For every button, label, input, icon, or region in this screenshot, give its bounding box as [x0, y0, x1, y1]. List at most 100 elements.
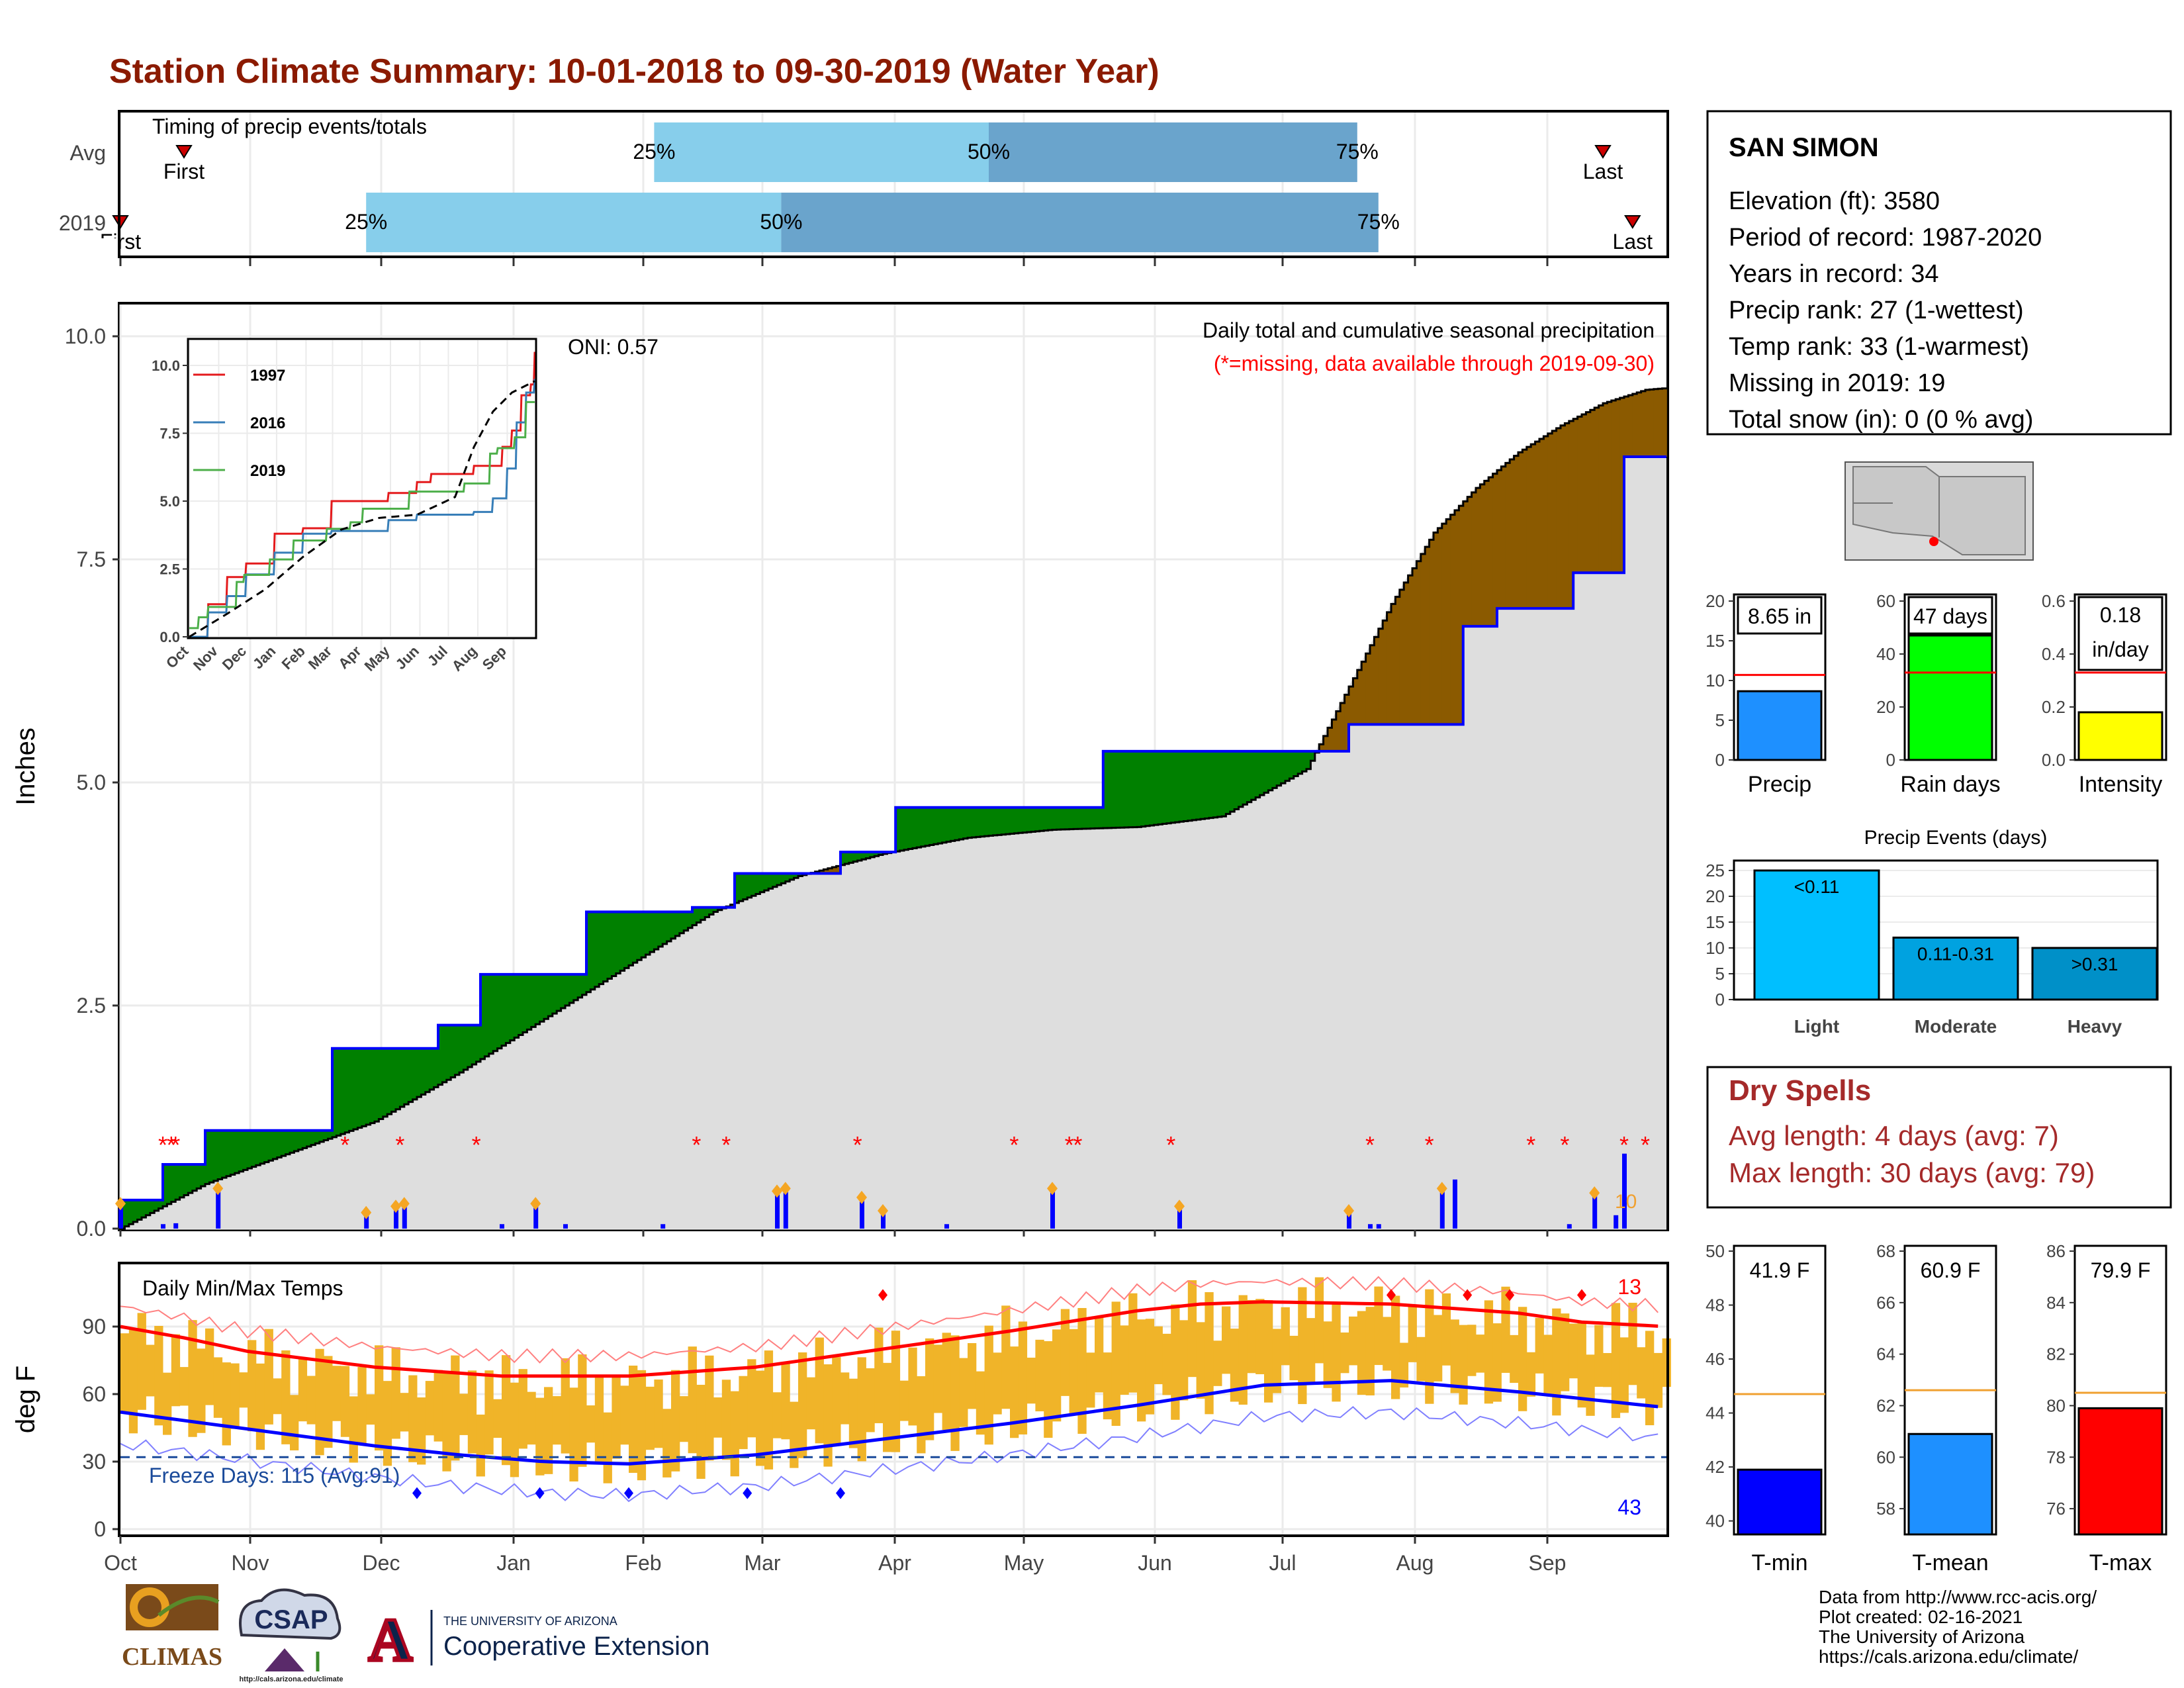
- daily-temp-bar: [747, 1359, 756, 1438]
- freeze-days: Freeze Days: 115 (Avg:91): [149, 1464, 400, 1487]
- daily-temp-bar: [527, 1391, 536, 1445]
- daily-precip-bar: [500, 1224, 504, 1229]
- deficit-area: [1531, 444, 1536, 609]
- surplus-area: [1031, 807, 1036, 832]
- daily-precip-bar: [1177, 1206, 1182, 1229]
- daily-temp-bar: [1543, 1335, 1553, 1395]
- daily-temp-bar: [1213, 1340, 1222, 1386]
- station-line-2: Years in record: 34: [1729, 260, 1939, 288]
- surplus-area: [311, 1130, 316, 1145]
- main-ytick-label: 0.0: [77, 1217, 106, 1241]
- surplus-area: [1217, 751, 1222, 818]
- surplus-area: [357, 1048, 363, 1128]
- surplus-area: [493, 974, 498, 1051]
- daily-precip-bar: [1376, 1224, 1381, 1229]
- daily-temp-bar: [578, 1354, 587, 1467]
- surplus-area: [921, 807, 926, 847]
- daily-temp-bar: [1179, 1320, 1189, 1401]
- surplus-area: [1247, 751, 1252, 802]
- deficit-area: [1323, 735, 1328, 751]
- deficit-area: [1518, 452, 1524, 609]
- deficit-area: [1510, 459, 1515, 609]
- record-min-marker: [836, 1487, 845, 1499]
- timing-clip-right: [1669, 238, 1702, 258]
- month-label-May: May: [1004, 1551, 1044, 1575]
- ua-a-icon: A: [369, 1606, 412, 1673]
- missing-asterisk: *: [1619, 1131, 1629, 1158]
- daily-temp-bar: [883, 1362, 892, 1452]
- surplus-area: [798, 873, 803, 876]
- daily-temp-bar: [899, 1380, 909, 1421]
- surplus-area: [658, 912, 663, 947]
- surplus-area: [874, 852, 880, 857]
- tmin-ytick-label: 42: [1706, 1457, 1725, 1477]
- surplus-area: [1222, 751, 1227, 817]
- daily-temp-bar: [273, 1378, 282, 1415]
- surplus-area: [764, 873, 769, 891]
- avg-daily-marker: [1436, 1182, 1447, 1196]
- surplus-area: [459, 1025, 465, 1073]
- surplus-area: [1120, 751, 1125, 828]
- daily-temp-bar: [1374, 1286, 1383, 1366]
- daily-precip-bar: [1567, 1224, 1572, 1229]
- surplus-area: [739, 873, 744, 902]
- surplus-area: [1005, 807, 1011, 835]
- surplus-area: [370, 1048, 375, 1123]
- deficit-area: [1552, 430, 1557, 609]
- timing-bar-25-50: [654, 122, 989, 182]
- surplus-area: [1001, 807, 1007, 835]
- daily-temp-bar: [1281, 1307, 1290, 1366]
- daily-temp-bar: [1408, 1304, 1417, 1362]
- surplus-area: [1259, 751, 1265, 796]
- footer-credits: Data from http://www.rcc-acis.org/ Plot …: [1819, 1587, 2097, 1667]
- footer-line-0: Data from http://www.rcc-acis.org/: [1819, 1587, 2097, 1607]
- surplus-area: [1035, 807, 1040, 831]
- timing-last-marker: [1624, 215, 1641, 229]
- precip-value-box: [1737, 596, 1823, 635]
- surplus-area: [302, 1130, 308, 1149]
- csap-logo[interactable]: CSAP http://cals.arizona.edu/climate: [239, 1588, 343, 1683]
- daily-temp-bar: [1018, 1321, 1028, 1434]
- daily-temp-bar: [298, 1358, 308, 1422]
- record-max-marker: [1577, 1289, 1586, 1301]
- ua-logo[interactable]: A THE UNIVERSITY OF ARIZONA Cooperative …: [363, 1605, 709, 1675]
- deficit-area: [1416, 561, 1422, 725]
- dry-spells-avg: Avg length: 4 days (avg: 7): [1729, 1120, 2059, 1151]
- daily-temp-bar: [1272, 1329, 1282, 1393]
- deficit-area: [1582, 414, 1587, 573]
- surplus-area: [557, 974, 562, 1011]
- record-max-marker: [1463, 1289, 1473, 1301]
- surplus-area: [1213, 751, 1218, 818]
- timing-last-marker: [1594, 145, 1612, 159]
- surplus-area: [1018, 807, 1023, 833]
- inset-ytick-label: 5.0: [159, 493, 180, 510]
- avg-daily-marker: [878, 1204, 888, 1218]
- footer-line-2: The University of Arizona: [1819, 1626, 2025, 1647]
- surplus-area: [400, 1048, 405, 1107]
- daily-temp-bar: [128, 1329, 138, 1434]
- surplus-area: [451, 1025, 456, 1078]
- timing-p50-label: 50%: [968, 140, 1010, 164]
- daily-temp-bar: [1611, 1303, 1621, 1419]
- surplus-area: [1281, 751, 1286, 784]
- surplus-area: [243, 1130, 248, 1170]
- daily-precip-bar: [533, 1203, 539, 1229]
- daily-temp-bar: [205, 1328, 214, 1405]
- surplus-area: [1095, 807, 1100, 829]
- daily-temp-bar: [255, 1363, 265, 1450]
- surplus-area: [942, 807, 947, 843]
- daily-temp-bar: [1416, 1336, 1426, 1382]
- climas-text: CLIMAS: [122, 1643, 222, 1671]
- deficit-area: [1615, 399, 1621, 573]
- daily-temp-bar: [959, 1358, 968, 1427]
- daily-temp-bar: [510, 1382, 520, 1477]
- climas-logo[interactable]: CLIMAS: [122, 1584, 222, 1671]
- daily-temp-bar: [1484, 1300, 1494, 1404]
- daily-temp-bar: [248, 1340, 257, 1432]
- daily-temp-bar: [1137, 1319, 1146, 1422]
- surplus-area: [1226, 751, 1231, 814]
- dry-spells-title: Dry Spells: [1729, 1074, 1871, 1107]
- tmax-label: T-max: [2089, 1550, 2152, 1575]
- tmean-label: T-mean: [1912, 1550, 1988, 1575]
- daily-temp-bar: [1314, 1277, 1324, 1364]
